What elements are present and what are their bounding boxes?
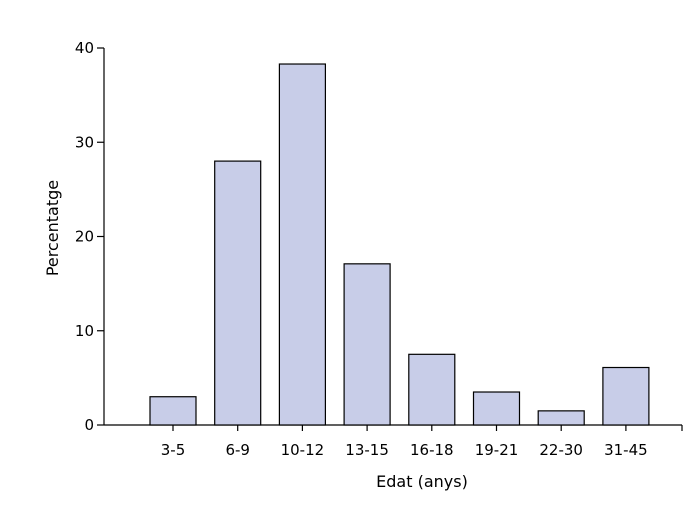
x-axis-label: Edat (anys) xyxy=(376,472,468,491)
bar xyxy=(214,160,262,426)
y-tick-label: 40 xyxy=(75,39,94,57)
bar xyxy=(343,263,391,426)
x-tick-label: 19-21 xyxy=(475,441,519,459)
y-tick-label: 0 xyxy=(84,416,94,434)
y-tick-label: 20 xyxy=(75,228,94,246)
bars xyxy=(149,63,650,426)
y-tick-label: 10 xyxy=(75,322,94,340)
x-tick-label: 16-18 xyxy=(410,441,454,459)
bar xyxy=(408,353,456,426)
y-tick-label: 30 xyxy=(75,133,94,151)
x-tick-label: 6-9 xyxy=(225,441,250,459)
x-tick-label: 10-12 xyxy=(281,441,325,459)
x-tick-label: 22-30 xyxy=(539,441,583,459)
x-axis xyxy=(104,424,683,431)
bar xyxy=(537,410,585,426)
y-axis-label: Percentatge xyxy=(43,180,62,276)
x-tick-label: 3-5 xyxy=(161,441,186,459)
x-tick-label: 31-45 xyxy=(604,441,648,459)
bar xyxy=(472,391,521,426)
bar xyxy=(602,366,650,426)
x-tick-labels: 3-5 6-9 10-12 13-15 16-18 19-21 22-30 31-45 xyxy=(161,441,648,459)
x-tick-label: 13-15 xyxy=(345,441,389,459)
bar xyxy=(278,63,326,426)
bar xyxy=(149,396,197,426)
y-axis: 0 10 20 30 40 xyxy=(75,39,105,434)
